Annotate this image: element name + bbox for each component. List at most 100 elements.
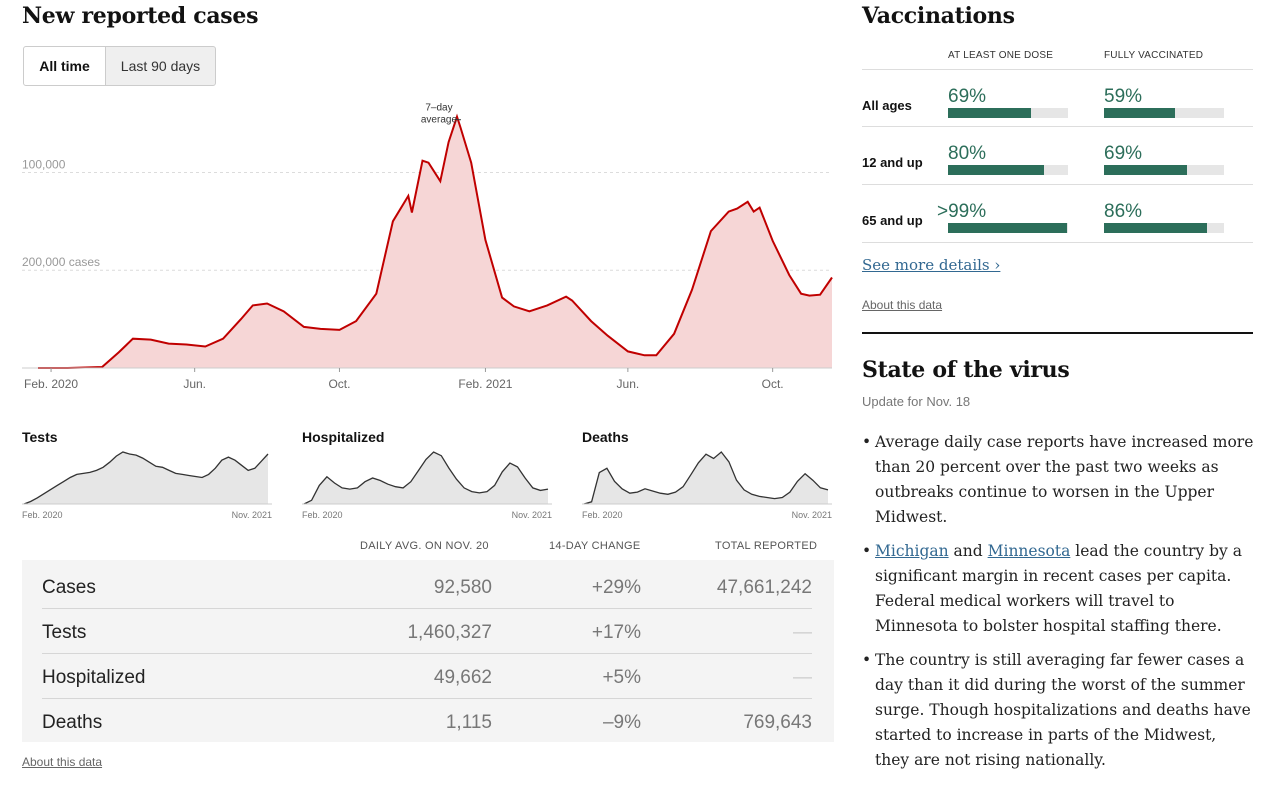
y-tick-label: 200,000 cases bbox=[22, 255, 100, 269]
stats-row-change: +17% bbox=[591, 622, 641, 643]
y-tick-label: 100,000 bbox=[22, 157, 66, 171]
cases-area bbox=[38, 116, 832, 368]
stats-row-avg: 49,662 bbox=[433, 667, 492, 688]
stats-row-total: 47,661,242 bbox=[716, 577, 812, 598]
state-of-virus-title: State of the virus bbox=[862, 357, 1070, 383]
sparkline-line bbox=[23, 451, 269, 505]
section-divider bbox=[862, 332, 1253, 334]
side-panel: Vaccinations AT LEAST ONE DOSE FULLY VAC… bbox=[862, 0, 1254, 786]
vax-row-label: All ages bbox=[862, 98, 912, 113]
vax-one-dose-fill bbox=[948, 223, 1067, 233]
tests-mini-title: Tests bbox=[22, 429, 58, 445]
stats-row-avg: 1,115 bbox=[445, 712, 492, 733]
vax-one-dose-pct: 69% bbox=[948, 86, 987, 107]
stats-row-avg: 92,580 bbox=[433, 577, 492, 598]
vax-full-pct: 69% bbox=[1104, 143, 1143, 164]
vax-row-65-up: 65 and up >99% 86% bbox=[862, 185, 1253, 243]
tests-mini-chart: Tests Feb. 2020 Nov. 2021 bbox=[22, 426, 272, 526]
vax-full-pct: 86% bbox=[1104, 201, 1143, 222]
vax-one-dose-pct: 80% bbox=[948, 143, 987, 164]
cases-about-link[interactable]: About this data bbox=[22, 755, 103, 769]
bullet-text: Average daily case reports have increase… bbox=[875, 433, 1254, 526]
stats-row-label: Deaths bbox=[42, 712, 103, 733]
hospitalized-start-label: Feb. 2020 bbox=[302, 510, 343, 520]
vax-full-pct: 59% bbox=[1104, 86, 1143, 107]
vax-one-dose-bar bbox=[948, 165, 1068, 175]
last-90-days-button[interactable]: Last 90 days bbox=[105, 46, 216, 86]
stats-row-change: –9% bbox=[602, 712, 641, 733]
vax-one-dose-fill bbox=[948, 165, 1044, 175]
tests-sparkline bbox=[22, 451, 272, 505]
deaths-end-label: Nov. 2021 bbox=[791, 510, 832, 520]
x-tick-label: Feb. 2020 bbox=[24, 377, 78, 391]
minnesota-link[interactable]: Minnesota bbox=[987, 542, 1071, 560]
vax-full-bar bbox=[1104, 223, 1224, 233]
stats-row-total: 769,643 bbox=[743, 712, 812, 733]
hospitalized-mini-title: Hospitalized bbox=[302, 429, 385, 445]
hospitalized-mini-chart: Hospitalized Feb. 2020 Nov. 2021 bbox=[302, 426, 552, 526]
vax-row-label: 65 and up bbox=[862, 213, 923, 228]
vax-one-dose-pct: >99% bbox=[937, 201, 987, 222]
vaccinations-title: Vaccinations bbox=[862, 3, 1015, 29]
stats-row-total: — bbox=[793, 622, 812, 643]
stats-header-avg: DAILY AVG. ON NOV. 20 bbox=[360, 540, 489, 552]
stats-row-change: +5% bbox=[602, 667, 641, 688]
stats-header-change: 14-DAY CHANGE bbox=[549, 540, 641, 552]
sparkline-line bbox=[303, 451, 549, 505]
stats-row-label: Cases bbox=[42, 577, 96, 598]
vax-full-fill bbox=[1104, 223, 1208, 233]
stats-row-change: +29% bbox=[591, 577, 641, 598]
sparkline-area bbox=[304, 452, 548, 504]
stats-table: Cases 92,580 +29% 47,661,242 Tests 1,460… bbox=[22, 560, 834, 742]
tests-start-label: Feb. 2020 bbox=[22, 510, 63, 520]
vax-full-bar bbox=[1104, 165, 1224, 175]
see-more-details-link[interactable]: See more details › bbox=[862, 256, 1001, 274]
vax-header-one-dose: AT LEAST ONE DOSE bbox=[948, 50, 1054, 61]
vax-header-fully: FULLY VACCINATED bbox=[1104, 50, 1204, 61]
x-tick-label: Oct. bbox=[328, 377, 350, 391]
stats-row-tests: Tests 1,460,327 +17% — bbox=[42, 609, 812, 654]
bullet-text: The country is still averaging far fewer… bbox=[875, 651, 1251, 769]
virus-bullets: Average daily case reports have increase… bbox=[862, 430, 1254, 782]
cases-chart: 200,000 cases 100,000 Feb. 2020 Jun. Oct. Feb… bbox=[22, 103, 833, 391]
deaths-sparkline bbox=[582, 451, 832, 505]
deaths-mini-chart: Deaths Feb. 2020 Nov. 2021 bbox=[582, 426, 832, 526]
stats-row-hospitalized: Hospitalized 49,662 +5% — bbox=[42, 654, 812, 699]
x-tick-label: Jun. bbox=[183, 377, 206, 391]
bullet-item: The country is still averaging far fewer… bbox=[862, 648, 1254, 773]
annotation-label: 7–day bbox=[425, 103, 452, 114]
sparkline-area bbox=[584, 452, 828, 504]
hospitalized-sparkline bbox=[302, 451, 552, 505]
deaths-mini-title: Deaths bbox=[582, 429, 629, 445]
stats-row-label: Tests bbox=[42, 622, 87, 643]
vax-row-all-ages: All ages 69% 59% bbox=[862, 69, 1253, 127]
deaths-start-label: Feb. 2020 bbox=[582, 510, 623, 520]
stats-row-avg: 1,460,327 bbox=[407, 622, 492, 643]
vax-full-fill bbox=[1104, 108, 1175, 118]
vax-one-dose-bar bbox=[948, 108, 1068, 118]
cases-panel: New reported cases All time Last 90 days… bbox=[22, 0, 834, 786]
hospitalized-end-label: Nov. 2021 bbox=[511, 510, 552, 520]
vax-one-dose-fill bbox=[948, 108, 1031, 118]
vax-about-link[interactable]: About this data bbox=[862, 298, 943, 312]
michigan-link[interactable]: Michigan bbox=[875, 542, 949, 560]
stats-row-cases: Cases 92,580 +29% 47,661,242 bbox=[42, 564, 812, 609]
bullet-text: lead the country by a significant margin… bbox=[875, 542, 1242, 635]
all-time-button[interactable]: All time bbox=[23, 46, 106, 86]
bullet-item: Average daily case reports have increase… bbox=[862, 430, 1254, 530]
vax-row-12-up: 12 and up 80% 69% bbox=[862, 127, 1253, 185]
update-date: Update for Nov. 18 bbox=[862, 394, 971, 409]
cases-line bbox=[38, 113, 833, 369]
cases-title: New reported cases bbox=[22, 3, 259, 29]
tests-end-label: Nov. 2021 bbox=[231, 510, 272, 520]
x-tick-label: Oct. bbox=[762, 377, 784, 391]
vax-full-bar bbox=[1104, 108, 1224, 118]
sparkline-area bbox=[24, 452, 268, 504]
stats-header-total: TOTAL REPORTED bbox=[715, 540, 818, 552]
bullet-text: and bbox=[948, 542, 988, 560]
vax-full-fill bbox=[1104, 165, 1187, 175]
stats-row-total: — bbox=[793, 667, 812, 688]
annotation-label: average bbox=[421, 115, 458, 126]
stats-row-deaths: Deaths 1,115 –9% 769,643 bbox=[42, 699, 812, 744]
x-tick-label: Jun. bbox=[617, 377, 640, 391]
